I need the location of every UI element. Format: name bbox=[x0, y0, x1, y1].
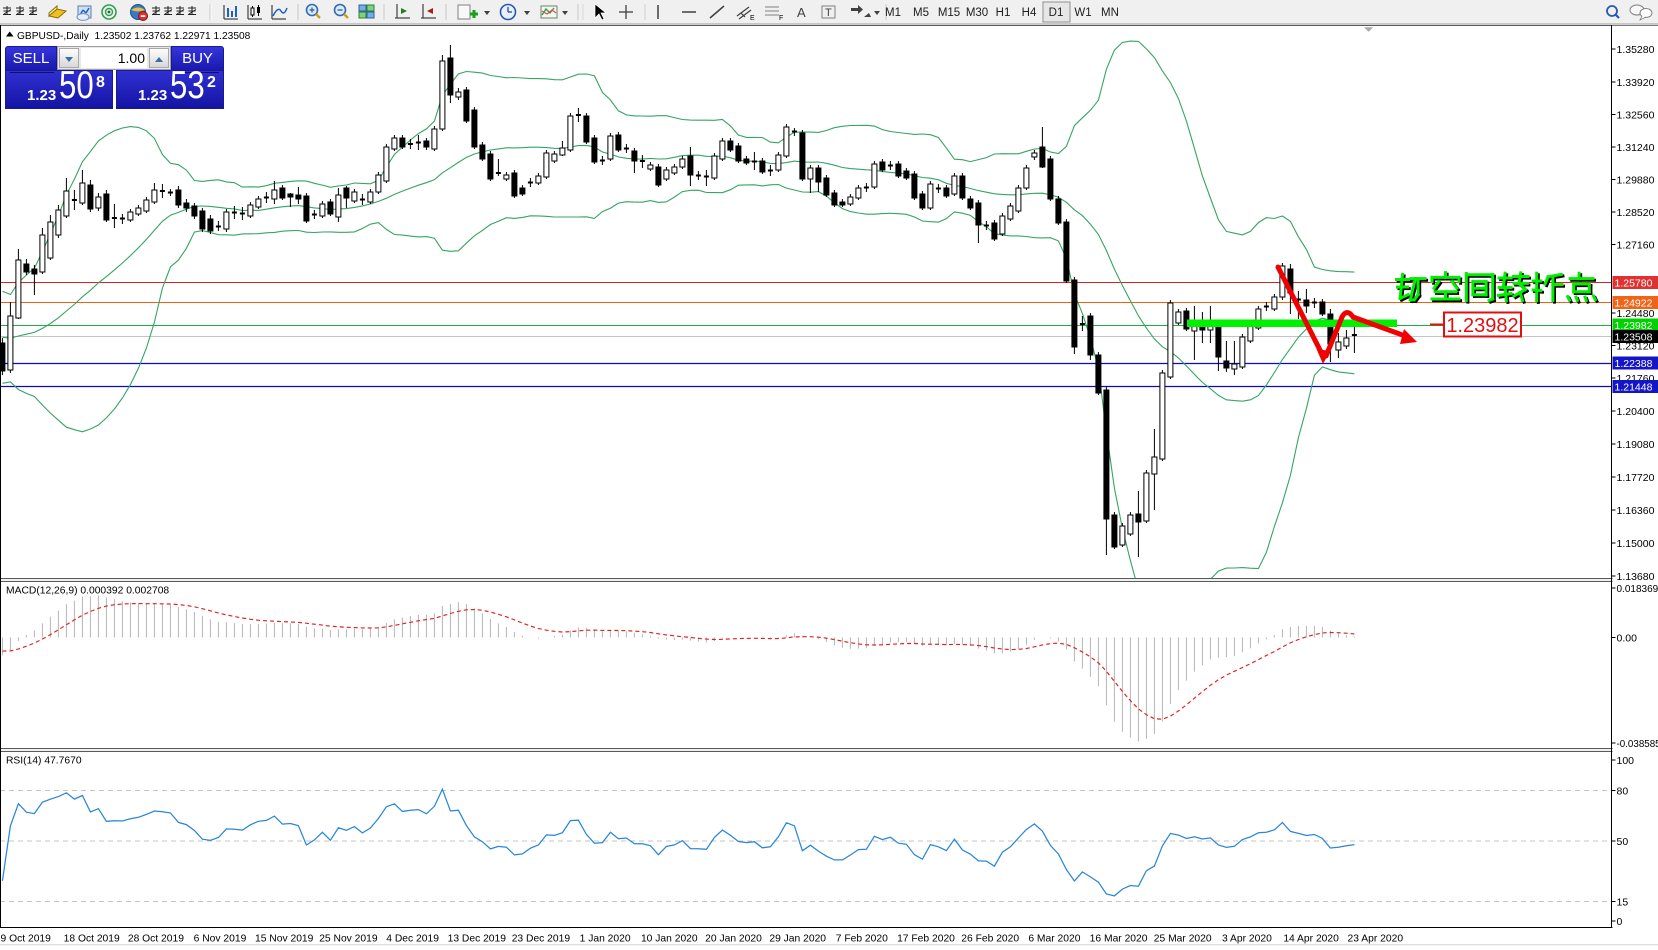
svg-text:MN: MN bbox=[1101, 7, 1119, 19]
svg-text:H4: H4 bbox=[1022, 7, 1037, 19]
svg-text:MACD(12,26,9) 0.000392 0.00270: MACD(12,26,9) 0.000392 0.002708 bbox=[6, 586, 169, 597]
svg-text:T: T bbox=[825, 7, 832, 19]
svg-text:25 Mar 2020: 25 Mar 2020 bbox=[1154, 934, 1212, 945]
svg-text:26 Feb 2020: 26 Feb 2020 bbox=[961, 934, 1019, 945]
svg-text:1.32560: 1.32560 bbox=[1617, 109, 1655, 121]
svg-text:M5: M5 bbox=[913, 7, 929, 19]
svg-text:1.35280: 1.35280 bbox=[1617, 44, 1655, 56]
svg-text:13 Dec 2019: 13 Dec 2019 bbox=[448, 934, 507, 945]
svg-text:25 Nov 2019: 25 Nov 2019 bbox=[319, 934, 378, 945]
svg-text:0.018369: 0.018369 bbox=[1617, 584, 1658, 595]
svg-text:20 Jan 2020: 20 Jan 2020 bbox=[705, 934, 762, 945]
svg-text:1.25780: 1.25780 bbox=[1615, 277, 1653, 289]
svg-text:80: 80 bbox=[1617, 785, 1629, 797]
svg-text:1.24922: 1.24922 bbox=[1615, 297, 1653, 309]
svg-text:14 Apr 2020: 14 Apr 2020 bbox=[1283, 934, 1339, 945]
svg-text:D1: D1 bbox=[1049, 7, 1064, 19]
svg-text:6 Nov 2019: 6 Nov 2019 bbox=[194, 934, 247, 945]
svg-text:1.19080: 1.19080 bbox=[1617, 439, 1655, 451]
svg-text:3 Apr 2020: 3 Apr 2020 bbox=[1222, 934, 1272, 945]
svg-text:4 Dec 2019: 4 Dec 2019 bbox=[386, 934, 439, 945]
svg-text:1.21448: 1.21448 bbox=[1615, 381, 1653, 393]
svg-text:0: 0 bbox=[1617, 916, 1623, 928]
svg-text:29 Jan 2020: 29 Jan 2020 bbox=[769, 934, 826, 945]
svg-text:1.15000: 1.15000 bbox=[1617, 538, 1655, 550]
svg-text:17 Feb 2020: 17 Feb 2020 bbox=[897, 934, 955, 945]
svg-text:1.16360: 1.16360 bbox=[1617, 505, 1655, 517]
svg-text:1.33920: 1.33920 bbox=[1617, 77, 1655, 89]
svg-text:H1: H1 bbox=[996, 7, 1011, 19]
svg-text:RSI(14) 47.7670: RSI(14) 47.7670 bbox=[6, 756, 82, 767]
svg-text:F: F bbox=[779, 15, 783, 22]
svg-text:1.31240: 1.31240 bbox=[1617, 142, 1655, 154]
svg-text:1.23508: 1.23508 bbox=[1615, 331, 1653, 343]
svg-text:16 Mar 2020: 16 Mar 2020 bbox=[1090, 934, 1148, 945]
svg-text:1.23982: 1.23982 bbox=[1615, 320, 1653, 332]
svg-text:1.20400: 1.20400 bbox=[1617, 406, 1655, 418]
svg-text:15 Nov 2019: 15 Nov 2019 bbox=[255, 934, 314, 945]
svg-text:1.23982: 1.23982 bbox=[1446, 315, 1518, 337]
svg-text:7 Feb 2020: 7 Feb 2020 bbox=[836, 934, 888, 945]
svg-text:1.17720: 1.17720 bbox=[1617, 472, 1655, 484]
svg-text:W1: W1 bbox=[1074, 7, 1091, 19]
svg-text:1.22388: 1.22388 bbox=[1615, 358, 1653, 370]
svg-text:18 Oct 2019: 18 Oct 2019 bbox=[64, 934, 120, 945]
svg-text:23 Dec 2019: 23 Dec 2019 bbox=[512, 934, 571, 945]
svg-text:100: 100 bbox=[1617, 755, 1635, 767]
svg-text:1.28520: 1.28520 bbox=[1617, 207, 1655, 219]
svg-text:1.29880: 1.29880 bbox=[1617, 174, 1655, 186]
svg-text:A: A bbox=[797, 5, 806, 20]
svg-text:1.24480: 1.24480 bbox=[1617, 308, 1655, 320]
svg-text:M15: M15 bbox=[938, 7, 960, 19]
svg-text:1.23120: 1.23120 bbox=[1617, 340, 1655, 352]
svg-text:6 Mar 2020: 6 Mar 2020 bbox=[1028, 934, 1080, 945]
svg-text:28 Oct 2019: 28 Oct 2019 bbox=[128, 934, 184, 945]
svg-text:50: 50 bbox=[1617, 836, 1629, 848]
svg-text:1.27160: 1.27160 bbox=[1617, 239, 1655, 251]
svg-text:-0.038585: -0.038585 bbox=[1617, 739, 1658, 750]
svg-text:1.13680: 1.13680 bbox=[1617, 571, 1655, 583]
svg-text:10 Jan 2020: 10 Jan 2020 bbox=[641, 934, 698, 945]
svg-text:M1: M1 bbox=[885, 7, 901, 19]
svg-text:1 Jan 2020: 1 Jan 2020 bbox=[580, 934, 631, 945]
svg-text:E: E bbox=[750, 15, 755, 22]
svg-text:15: 15 bbox=[1617, 896, 1629, 908]
svg-text:GBPUSD-,Daily 1.23502 1.23762: GBPUSD-,Daily 1.23502 1.23762 1.22971 1.… bbox=[17, 31, 251, 42]
svg-text:9 Oct 2019: 9 Oct 2019 bbox=[1, 934, 52, 945]
svg-text:0.00: 0.00 bbox=[1617, 632, 1638, 644]
svg-text:M30: M30 bbox=[966, 7, 988, 19]
svg-text:23 Apr 2020: 23 Apr 2020 bbox=[1348, 934, 1404, 945]
